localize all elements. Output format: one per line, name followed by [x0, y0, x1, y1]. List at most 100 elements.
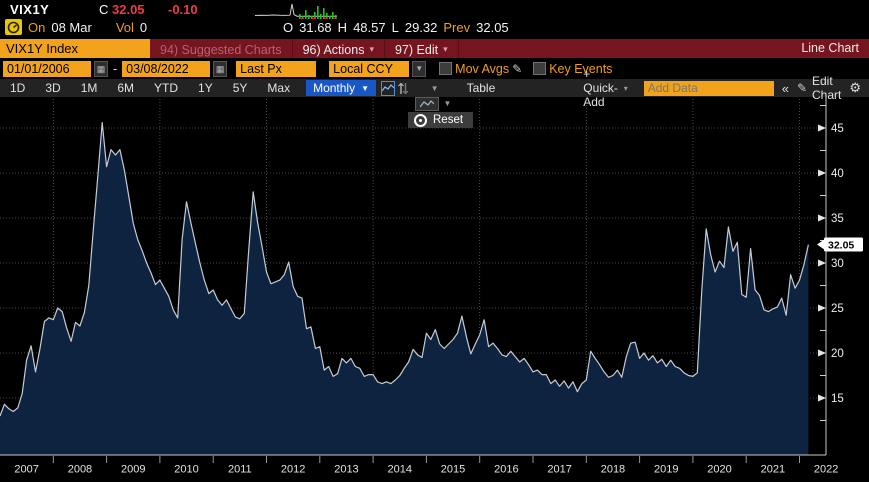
y-tick-arrow	[818, 304, 826, 312]
pencil-icon[interactable]: ✎	[512, 61, 523, 76]
add-data-input[interactable]	[643, 80, 774, 96]
chevron-down-icon[interactable]: ▼	[443, 99, 452, 108]
x-axis-label: 2010	[174, 464, 198, 476]
quick-add-button[interactable]: + Quick-Add ▾	[583, 67, 627, 109]
session-date: 08 Mar	[51, 19, 92, 35]
period-button-ytd[interactable]: YTD	[154, 81, 179, 95]
last-price: 32.05	[112, 2, 145, 17]
y-axis-label: 45	[831, 123, 844, 135]
period-button-1m[interactable]: 1M	[80, 81, 98, 95]
period-button-1d[interactable]: 1D	[10, 81, 26, 95]
period-button-max[interactable]: Max	[267, 81, 291, 95]
y-axis-label: 20	[831, 348, 844, 360]
period-buttons: 1D 3D 1M 6M YTD 1Y 5Y Max	[0, 81, 300, 95]
chart-style-float: ▼	[415, 97, 454, 111]
gear-icon[interactable]: ⚙	[849, 80, 861, 95]
menu-suggested-charts[interactable]: 94) Suggested Charts	[150, 39, 293, 58]
line-chart-icon	[382, 84, 395, 92]
y-tick-arrow	[818, 349, 826, 357]
chevron-down-icon[interactable]: ▼	[412, 60, 427, 77]
x-axis-label: 2011	[228, 464, 252, 476]
close-label: C	[99, 2, 109, 17]
table-button[interactable]: Table	[466, 81, 496, 95]
quick-add-label: + Quick-Add	[583, 67, 618, 109]
x-axis-label: 2018	[601, 464, 625, 476]
edit-chart-button[interactable]: ✎ Edit Chart	[797, 74, 841, 102]
high-value: 48.57	[353, 20, 386, 35]
date-to-input[interactable]: 03/08/2022	[122, 60, 211, 77]
high-label: H	[337, 20, 348, 35]
more-styles-caret[interactable]: ▼	[430, 83, 439, 93]
y-axis-label: 35	[831, 213, 844, 225]
mov-avgs-checkbox[interactable]	[439, 62, 453, 75]
collapse-panel-button[interactable]: «	[781, 80, 789, 96]
reset-label: Reset	[433, 114, 464, 126]
menu-actions[interactable]: 96) Actions ▾	[293, 39, 385, 58]
y-axis-label: 30	[831, 258, 844, 270]
reset-icon	[414, 113, 427, 127]
x-axis-label: 2020	[707, 464, 731, 476]
prev-value: 32.05	[476, 20, 509, 35]
x-axis-label: 2012	[281, 464, 305, 476]
frequency-value: Monthly	[313, 81, 356, 95]
period-button-1y[interactable]: 1Y	[198, 81, 213, 95]
field-bar: 01/01/2006 ▦ - 03/08/2022 ▦ Last Px Loca…	[0, 59, 869, 78]
y-tick-arrow	[818, 169, 826, 177]
x-axis-label: 2021	[761, 464, 785, 476]
chevron-down-icon: ▾	[623, 83, 628, 93]
open-value: 31.68	[299, 20, 332, 35]
chart-toolbar: 1D 3D 1M 6M YTD 1Y 5Y Max Monthly ▼ ▼ Table + Q…	[0, 67, 869, 109]
key-events-label: Key Events	[549, 61, 613, 76]
x-axis-label: 2015	[441, 464, 465, 476]
frequency-select[interactable]: Monthly ▼	[306, 80, 377, 96]
price-change: -0.10	[168, 2, 198, 17]
sort-arrows-icon	[398, 82, 409, 94]
vol-value: 0	[139, 19, 148, 35]
date-range-separator: -	[113, 61, 118, 76]
ticker-row: VIX1Y C 32.05 -0.10	[0, 1, 869, 19]
currency-select[interactable]: Local CCY	[329, 60, 410, 77]
menu-edit[interactable]: 97) Edit ▾	[385, 39, 459, 58]
price-field-select[interactable]: Last Px	[236, 60, 317, 77]
last-price-badge	[824, 237, 863, 252]
session-row: On 08 Mar Vol 0 O 31.68 H 48.57 L 29.32 …	[0, 19, 869, 37]
period-button-5y[interactable]: 5Y	[232, 81, 248, 95]
candle-style-button[interactable]	[398, 82, 409, 95]
menu-bar: VIX1Y Index 94) Suggested Charts 96) Act…	[0, 39, 869, 58]
period-button-3d[interactable]: 3D	[45, 81, 61, 95]
chevron-down-icon: ▾	[443, 44, 448, 54]
low-label: L	[391, 20, 399, 35]
ticker-symbol: VIX1Y	[10, 2, 50, 17]
period-button-6m[interactable]: 6M	[117, 81, 135, 95]
calendar-icon[interactable]: ▦	[213, 60, 228, 77]
chart-type-label: Line Chart	[801, 41, 859, 55]
menu-edit-label: 97) Edit	[394, 42, 439, 57]
vol-label: Vol	[115, 19, 134, 35]
price-chart[interactable]: 15 20 25 30 35 40 45 2007 2008 2009 2010 2011 2012 20…	[0, 97, 869, 482]
menu-suggested-charts-label: 94) Suggested Charts	[160, 42, 282, 57]
chevron-down-icon: ▾	[369, 44, 374, 54]
mov-avgs-label: Mov Avgs	[455, 61, 510, 76]
reset-zoom-button[interactable]: Reset	[408, 112, 474, 128]
y-axis-label: 25	[831, 303, 844, 315]
chart-style-mini-button[interactable]	[415, 97, 439, 111]
calendar-icon[interactable]: ▦	[94, 60, 108, 77]
x-axis-label: 2009	[121, 464, 145, 476]
ohlc-readout: O 31.68 H 48.57 L 29.32 Prev 32.05	[283, 20, 509, 35]
y-tick-arrow	[818, 394, 826, 402]
x-axis-label: 2022	[814, 464, 838, 476]
price-line	[0, 122, 809, 417]
last-price-badge-notch	[817, 239, 825, 251]
x-axis-label: 2019	[654, 464, 678, 476]
chart-area[interactable]: 15 20 25 30 35 40 45 2007 2008 2009 2010 2011 2012 20…	[0, 97, 869, 482]
date-from-input[interactable]: 01/01/2006	[3, 60, 91, 77]
on-label: On	[28, 19, 46, 35]
x-axis-label: 2017	[547, 464, 571, 476]
area-fill	[0, 122, 809, 455]
intraday-sparkline	[255, 3, 337, 19]
line-chart-style-button[interactable]	[381, 80, 396, 96]
edit-chart-label: Edit Chart	[812, 74, 842, 102]
key-events-checkbox[interactable]	[533, 62, 547, 75]
security-tab[interactable]: VIX1Y Index	[0, 39, 150, 58]
